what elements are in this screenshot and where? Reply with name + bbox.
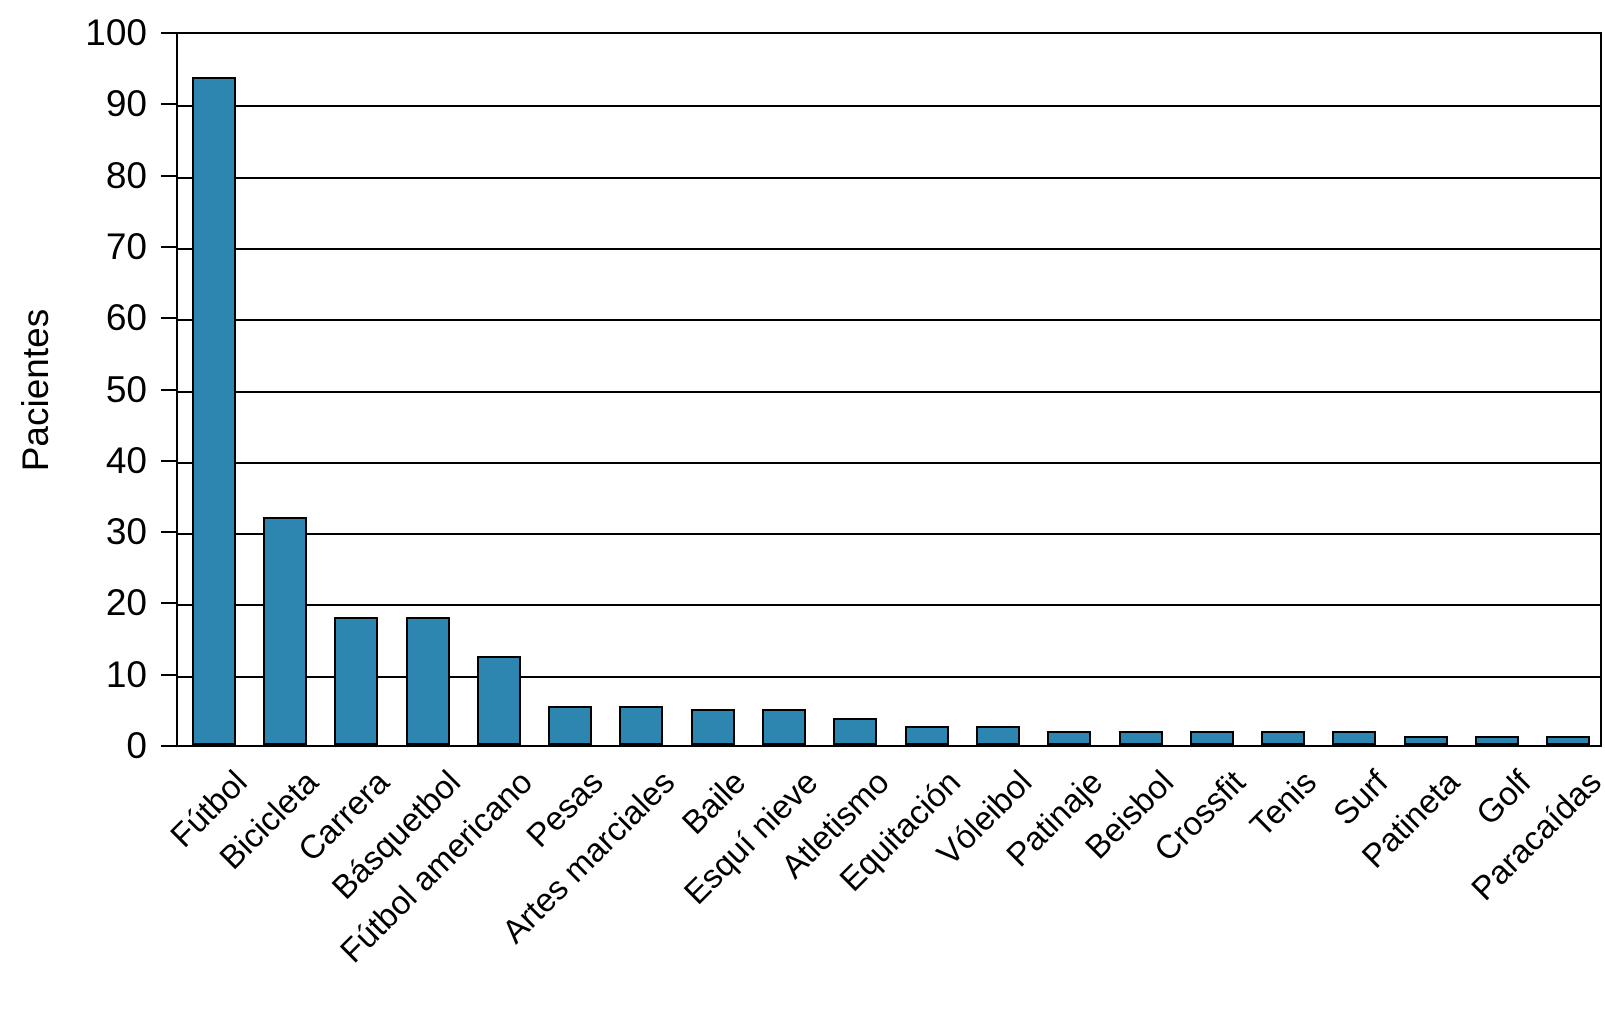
bar-Tenis xyxy=(1261,730,1306,745)
bar-Artes marciales xyxy=(619,705,664,745)
bar-Patineta xyxy=(1403,735,1448,745)
y-tick-mark-10 xyxy=(161,673,177,676)
y-tick-mark-20 xyxy=(161,602,177,605)
bar-Vóleibol xyxy=(975,726,1020,745)
y-tick-mark-60 xyxy=(161,317,177,320)
bar-Atletismo xyxy=(833,717,878,745)
bar-Beisbol xyxy=(1118,730,1163,745)
y-tick-label-60: 60 xyxy=(105,297,147,339)
y-tick-mark-90 xyxy=(161,103,177,106)
bar-Patinaje xyxy=(1047,730,1092,745)
y-tick-mark-40 xyxy=(161,459,177,462)
y-tick-label-80: 80 xyxy=(105,154,147,196)
bar-Fútbol xyxy=(191,76,236,745)
y-tick-mark-30 xyxy=(161,531,177,534)
gridline-90 xyxy=(178,105,1600,108)
y-tick-label-90: 90 xyxy=(105,83,147,125)
y-tick-mark-80 xyxy=(161,174,177,177)
x-tick-label-Tenis: Tenis xyxy=(1242,763,1324,844)
y-tick-label-30: 30 xyxy=(105,511,147,553)
gridline-30 xyxy=(178,533,1600,536)
bar-Pesas xyxy=(548,705,593,745)
gridline-60 xyxy=(178,319,1600,322)
bar-Básquetbol xyxy=(405,616,450,745)
bar-Esquí nieve xyxy=(762,709,807,745)
bar-Carrera xyxy=(334,616,379,745)
gridline-70 xyxy=(178,247,1600,250)
bar-Baile xyxy=(690,709,735,745)
y-tick-mark-0 xyxy=(161,745,177,747)
bar-Crossfit xyxy=(1189,730,1234,745)
y-tick-mark-70 xyxy=(161,245,177,248)
bar-Equitación xyxy=(904,726,949,745)
y-tick-label-70: 70 xyxy=(105,225,147,267)
gridline-10 xyxy=(178,675,1600,678)
gridline-50 xyxy=(178,390,1600,393)
y-tick-mark-50 xyxy=(161,388,177,391)
y-tick-label-50: 50 xyxy=(105,368,147,410)
gridline-80 xyxy=(178,176,1600,179)
y-tick-label-10: 10 xyxy=(105,653,147,695)
y-tick-label-40: 40 xyxy=(105,439,147,481)
gridline-40 xyxy=(178,461,1600,464)
bar-Paracaídas xyxy=(1546,735,1591,745)
bar-Golf xyxy=(1475,735,1520,745)
y-tick-label-0: 0 xyxy=(126,725,147,766)
bar-Surf xyxy=(1332,730,1377,745)
bar-Bicicleta xyxy=(262,516,307,745)
bar-Fútbol americano xyxy=(476,655,521,745)
gridline-20 xyxy=(178,604,1600,607)
y-tick-label-20: 20 xyxy=(105,582,147,624)
y-tick-mark-100 xyxy=(161,32,177,34)
plot-area xyxy=(176,32,1602,747)
y-tick-label-100: 100 xyxy=(85,12,147,53)
